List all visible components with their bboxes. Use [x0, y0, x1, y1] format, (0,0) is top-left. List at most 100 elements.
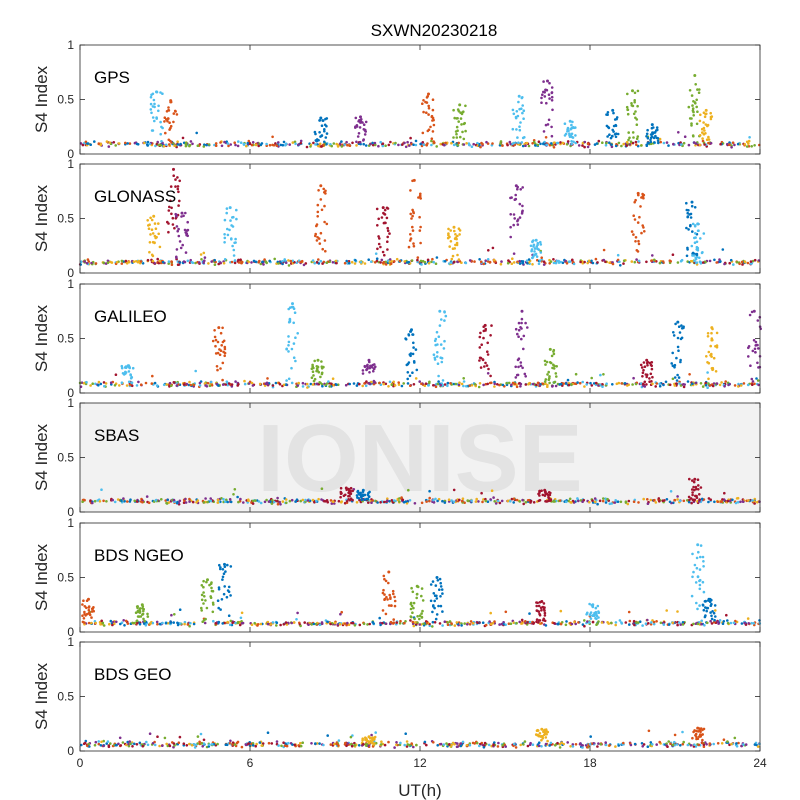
spike-point — [597, 610, 600, 613]
spike-point — [386, 226, 390, 230]
spike-point — [518, 259, 521, 263]
data-point — [372, 622, 375, 625]
data-point — [637, 501, 640, 504]
data-point — [694, 745, 698, 748]
data-point — [229, 619, 233, 623]
data-point — [109, 381, 113, 385]
data-point — [504, 610, 508, 614]
spike-point — [413, 361, 416, 364]
spike-point — [410, 604, 414, 608]
spike-point — [690, 124, 693, 127]
spike-point — [176, 185, 180, 188]
data-point — [506, 261, 510, 265]
data-point — [517, 382, 521, 385]
data-point — [713, 500, 716, 504]
spike-point — [440, 318, 443, 321]
spike-point — [439, 581, 443, 585]
spike-point — [519, 364, 523, 368]
data-point — [395, 257, 399, 261]
data-point — [526, 744, 530, 748]
spike-point — [87, 611, 91, 615]
spike-point — [146, 615, 150, 618]
data-point — [151, 621, 155, 625]
spike-point — [646, 128, 649, 132]
data-point — [514, 746, 518, 749]
data-point — [631, 383, 634, 386]
data-point — [436, 499, 439, 503]
spike-point — [544, 123, 548, 127]
data-point — [585, 383, 588, 386]
data-point — [577, 499, 580, 503]
data-point — [559, 622, 563, 626]
data-point — [165, 383, 168, 386]
spike-point — [159, 132, 162, 136]
data-point — [571, 258, 574, 262]
data-point — [559, 260, 563, 264]
data-point — [412, 143, 415, 146]
data-point — [242, 142, 246, 146]
data-point — [740, 622, 744, 625]
spike-point — [709, 611, 712, 614]
spike-point — [574, 134, 577, 137]
data-point — [483, 741, 487, 745]
spike-point — [531, 256, 534, 260]
data-point — [141, 744, 145, 748]
data-point — [192, 622, 196, 626]
data-point — [462, 143, 466, 146]
spike-point — [691, 134, 695, 137]
data-point — [601, 141, 604, 144]
data-point — [562, 382, 565, 385]
data-point — [213, 258, 216, 262]
data-point — [581, 500, 584, 504]
data-point — [192, 383, 196, 387]
data-point — [274, 381, 278, 385]
spike-point — [421, 131, 425, 135]
data-point — [250, 623, 254, 626]
spike-point — [202, 602, 205, 605]
data-point — [491, 142, 494, 145]
spike-peak-point — [412, 178, 416, 182]
data-point — [97, 383, 100, 387]
data-point — [723, 385, 726, 388]
data-point — [667, 740, 670, 743]
spike-point — [426, 95, 430, 98]
data-point — [408, 499, 412, 502]
spike-point — [435, 597, 439, 600]
data-point — [414, 139, 418, 143]
spike-point — [641, 371, 645, 375]
data-point — [654, 501, 658, 504]
data-point — [708, 259, 712, 263]
data-point — [299, 260, 302, 264]
data-point — [746, 261, 750, 265]
spike-point — [747, 345, 751, 348]
spike-point — [363, 498, 367, 502]
data-point — [633, 623, 636, 627]
data-point — [646, 502, 650, 506]
spike-point — [357, 132, 361, 135]
spike-point — [541, 93, 544, 96]
data-point — [536, 381, 540, 385]
spike-point — [315, 138, 319, 141]
data-point — [742, 382, 746, 385]
spike-point — [518, 128, 522, 132]
data-point — [650, 259, 653, 263]
data-point — [199, 732, 203, 736]
spike-point — [615, 117, 618, 121]
data-point — [586, 142, 590, 146]
spike-point — [711, 368, 714, 372]
spike-point — [597, 616, 600, 619]
spike-point — [643, 380, 647, 384]
spike-point — [153, 222, 157, 225]
spike-point — [609, 136, 613, 140]
spike-point — [443, 311, 446, 314]
data-point — [288, 143, 292, 146]
data-point — [367, 258, 371, 262]
data-point — [322, 743, 325, 747]
spike-point — [421, 609, 424, 613]
data-point — [739, 500, 742, 504]
data-point — [100, 619, 103, 623]
data-point — [371, 141, 374, 145]
spike-point — [83, 610, 86, 614]
data-point — [513, 382, 517, 386]
spike-point — [321, 247, 325, 251]
